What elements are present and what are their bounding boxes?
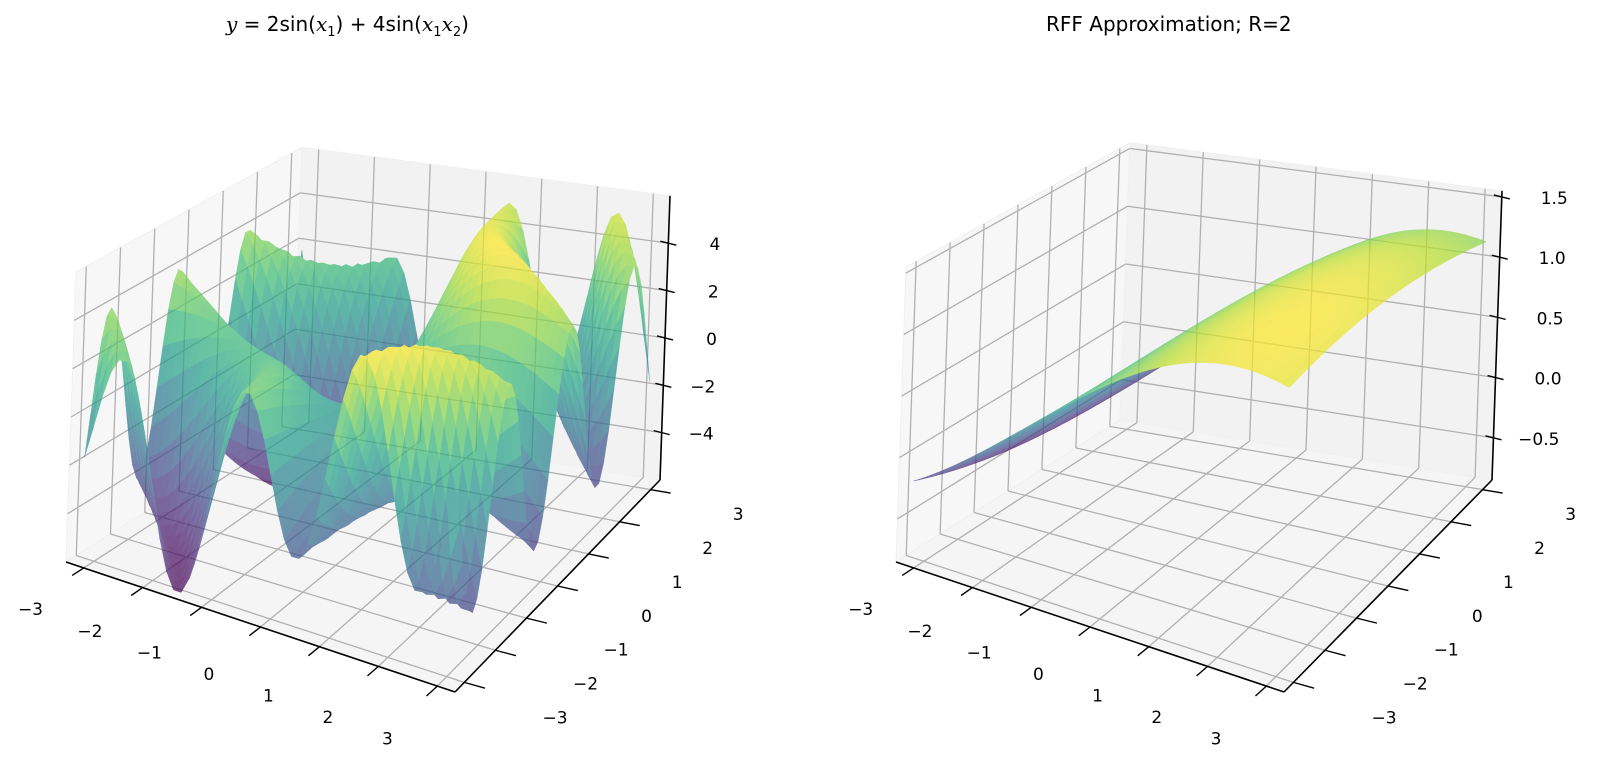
z-tick [1491,254,1508,260]
x-tick-label: 2 [1151,708,1162,728]
x-tick-label: −2 [77,622,102,642]
left-plot-title: y = 2sin(x1) + 4sin(x1x2) [226,12,469,40]
y-tick-label: 1 [1503,573,1514,593]
title-part: ) + 4sin( [335,12,422,36]
x-tick-label: −3 [848,600,873,620]
z-tick [653,429,670,436]
right-plot-title: RFF Approximation; R=2 [1046,12,1292,36]
y-tick [557,585,578,592]
y-tick [495,649,517,657]
x-tick [1254,685,1267,697]
z-tick-label: 4 [710,235,721,255]
y-tick [1387,585,1409,592]
y-tick-label: 0 [641,607,652,627]
x-tick-label: 3 [382,729,393,749]
z-tick-label: 0 [706,330,717,350]
y-tick-label: −1 [1434,641,1459,661]
x-tick-label: −3 [18,600,43,620]
surface [913,229,1487,482]
z-tick-label: 0.5 [1537,309,1564,329]
y-tick-label: −3 [542,709,567,729]
x-tick-label: 0 [204,665,215,685]
y-tick [526,617,548,624]
x-tick-label: −2 [907,622,932,642]
title-var-x: x [422,12,434,36]
x-tick-label: −1 [137,643,162,663]
x-tick [901,567,915,576]
title-sub: 1 [433,25,442,40]
x-tick [426,685,438,697]
y-tick-label: −2 [1403,675,1428,695]
title-sub: 1 [327,25,336,40]
x-tick [130,587,144,597]
y-tick-label: −1 [604,641,629,661]
surface [84,202,650,614]
z-tick [655,382,672,388]
x-tick [71,567,85,576]
y-tick [1419,553,1440,559]
title-part: = 2sin( [237,12,316,36]
z-tick [1487,374,1504,381]
title-sub: 2 [452,25,462,40]
title-var-x: x [441,12,453,36]
x-tick [1019,606,1032,617]
x-tick-label: −1 [967,643,992,663]
z-axis-line [1491,190,1503,481]
x-tick [1196,665,1209,677]
z-tick-label: −0.5 [1518,430,1559,450]
z-tick-label: 1.5 [1541,189,1568,209]
y-tick-label: 2 [1534,539,1545,559]
y-tick [1356,617,1378,624]
title-var-x: x [315,12,328,36]
y-tick [464,681,486,689]
x-tick [366,665,379,677]
x-tick-label: 0 [1033,665,1044,685]
x-tick [1078,626,1091,637]
z-tick [1489,314,1506,321]
z-tick-label: −4 [689,425,714,445]
y-tick [650,488,671,494]
y-tick [1324,649,1346,657]
y-tick [1450,521,1472,527]
z-tick-label: −2 [690,377,715,397]
x-tick-label: 3 [1211,729,1222,749]
x-tick [307,646,320,657]
y-tick [1293,681,1315,689]
x-tick-label: 2 [323,708,334,728]
z-tick [1485,435,1502,441]
z-tick [1493,194,1510,200]
axes-panes [894,141,1503,693]
title-part: ) [461,12,469,36]
y-tick-label: 3 [733,505,744,525]
y-tick-label: 2 [702,539,713,559]
z-tick-label: 1.0 [1539,249,1566,269]
right-subplot: RFF Approximation; R=2 −3 −2 −1 0 1 2 3 −3 −2 −1 0… [806,0,1612,771]
x-tick-label: 1 [263,686,274,706]
x-tick [960,587,973,597]
left-subplot: y = 2sin(x1) + 4sin(x1x2) −3 −2 −1 0 1 2 3 −3 −2… [0,0,806,771]
y-tick-label: 3 [1565,505,1576,525]
x-tick [189,606,202,617]
y-tick-label: −3 [1371,709,1396,729]
x-tick [1137,646,1150,657]
y-tick [1482,488,1503,494]
y-tick-label: 1 [672,573,683,593]
title-var-y: y [226,12,238,36]
z-tick-label: 2 [708,283,719,303]
z-tick-label: 0.0 [1534,370,1561,390]
z-tick [660,240,677,246]
y-tick-label: −2 [573,675,598,695]
y-tick [619,521,640,527]
y-tick-label: 0 [1472,607,1483,627]
y-tick [588,553,609,559]
z-tick [658,287,675,294]
x-tick [248,626,261,637]
z-tick [656,335,674,341]
x-tick-label: 1 [1092,686,1103,706]
